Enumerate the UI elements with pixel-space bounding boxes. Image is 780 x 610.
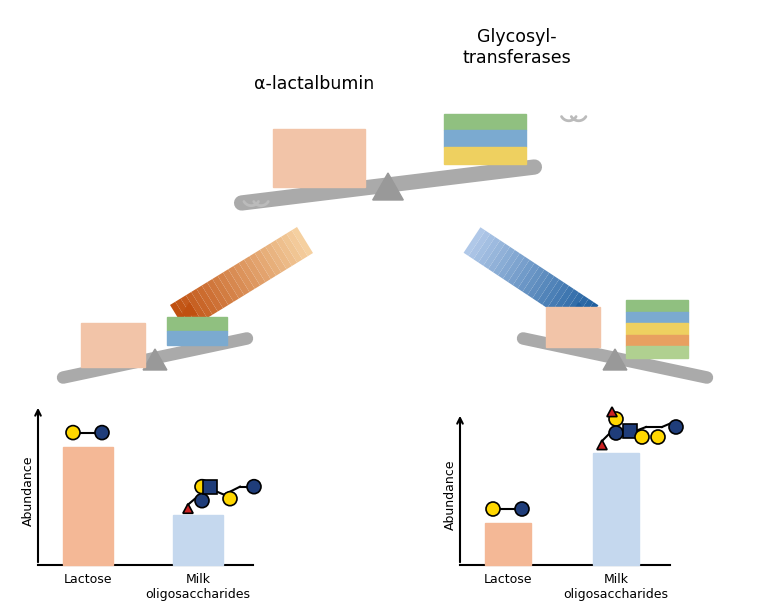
FancyBboxPatch shape: [546, 307, 600, 347]
Text: Glycosyl-
transferases: Glycosyl- transferases: [463, 27, 571, 66]
Circle shape: [609, 426, 623, 440]
Polygon shape: [597, 440, 607, 450]
Circle shape: [247, 479, 261, 493]
FancyBboxPatch shape: [273, 129, 365, 187]
Text: α-lactalbumin: α-lactalbumin: [254, 76, 374, 93]
Polygon shape: [607, 407, 617, 417]
Text: Milk
oligosaccharides: Milk oligosaccharides: [146, 573, 250, 601]
Polygon shape: [373, 173, 403, 200]
FancyBboxPatch shape: [63, 447, 113, 565]
FancyBboxPatch shape: [485, 523, 531, 565]
Circle shape: [515, 502, 529, 516]
FancyBboxPatch shape: [626, 312, 688, 323]
Circle shape: [669, 420, 683, 434]
FancyBboxPatch shape: [444, 113, 526, 130]
FancyBboxPatch shape: [626, 346, 688, 358]
Text: Lactose: Lactose: [484, 573, 532, 586]
Polygon shape: [183, 504, 193, 513]
FancyBboxPatch shape: [626, 300, 688, 312]
Circle shape: [223, 492, 237, 506]
FancyBboxPatch shape: [444, 147, 526, 163]
FancyBboxPatch shape: [444, 130, 526, 147]
Circle shape: [651, 430, 665, 444]
Polygon shape: [603, 349, 627, 370]
Circle shape: [635, 430, 649, 444]
Text: Abundance: Abundance: [22, 456, 34, 526]
FancyBboxPatch shape: [203, 479, 217, 493]
Circle shape: [95, 426, 109, 440]
Text: Abundance: Abundance: [444, 460, 456, 530]
Polygon shape: [143, 349, 167, 370]
Circle shape: [66, 426, 80, 440]
FancyBboxPatch shape: [623, 424, 637, 438]
FancyArrowPatch shape: [573, 303, 586, 315]
FancyBboxPatch shape: [593, 453, 639, 565]
Text: Lactose: Lactose: [64, 573, 112, 586]
Circle shape: [195, 493, 209, 508]
FancyBboxPatch shape: [626, 335, 688, 346]
Circle shape: [609, 412, 623, 426]
Circle shape: [486, 502, 500, 516]
Circle shape: [195, 479, 209, 493]
FancyBboxPatch shape: [173, 515, 223, 565]
Text: Milk
oligosaccharides: Milk oligosaccharides: [563, 573, 668, 601]
FancyBboxPatch shape: [167, 331, 227, 345]
FancyBboxPatch shape: [167, 317, 227, 331]
FancyBboxPatch shape: [626, 323, 688, 335]
FancyArrowPatch shape: [183, 304, 196, 315]
FancyBboxPatch shape: [80, 323, 145, 367]
